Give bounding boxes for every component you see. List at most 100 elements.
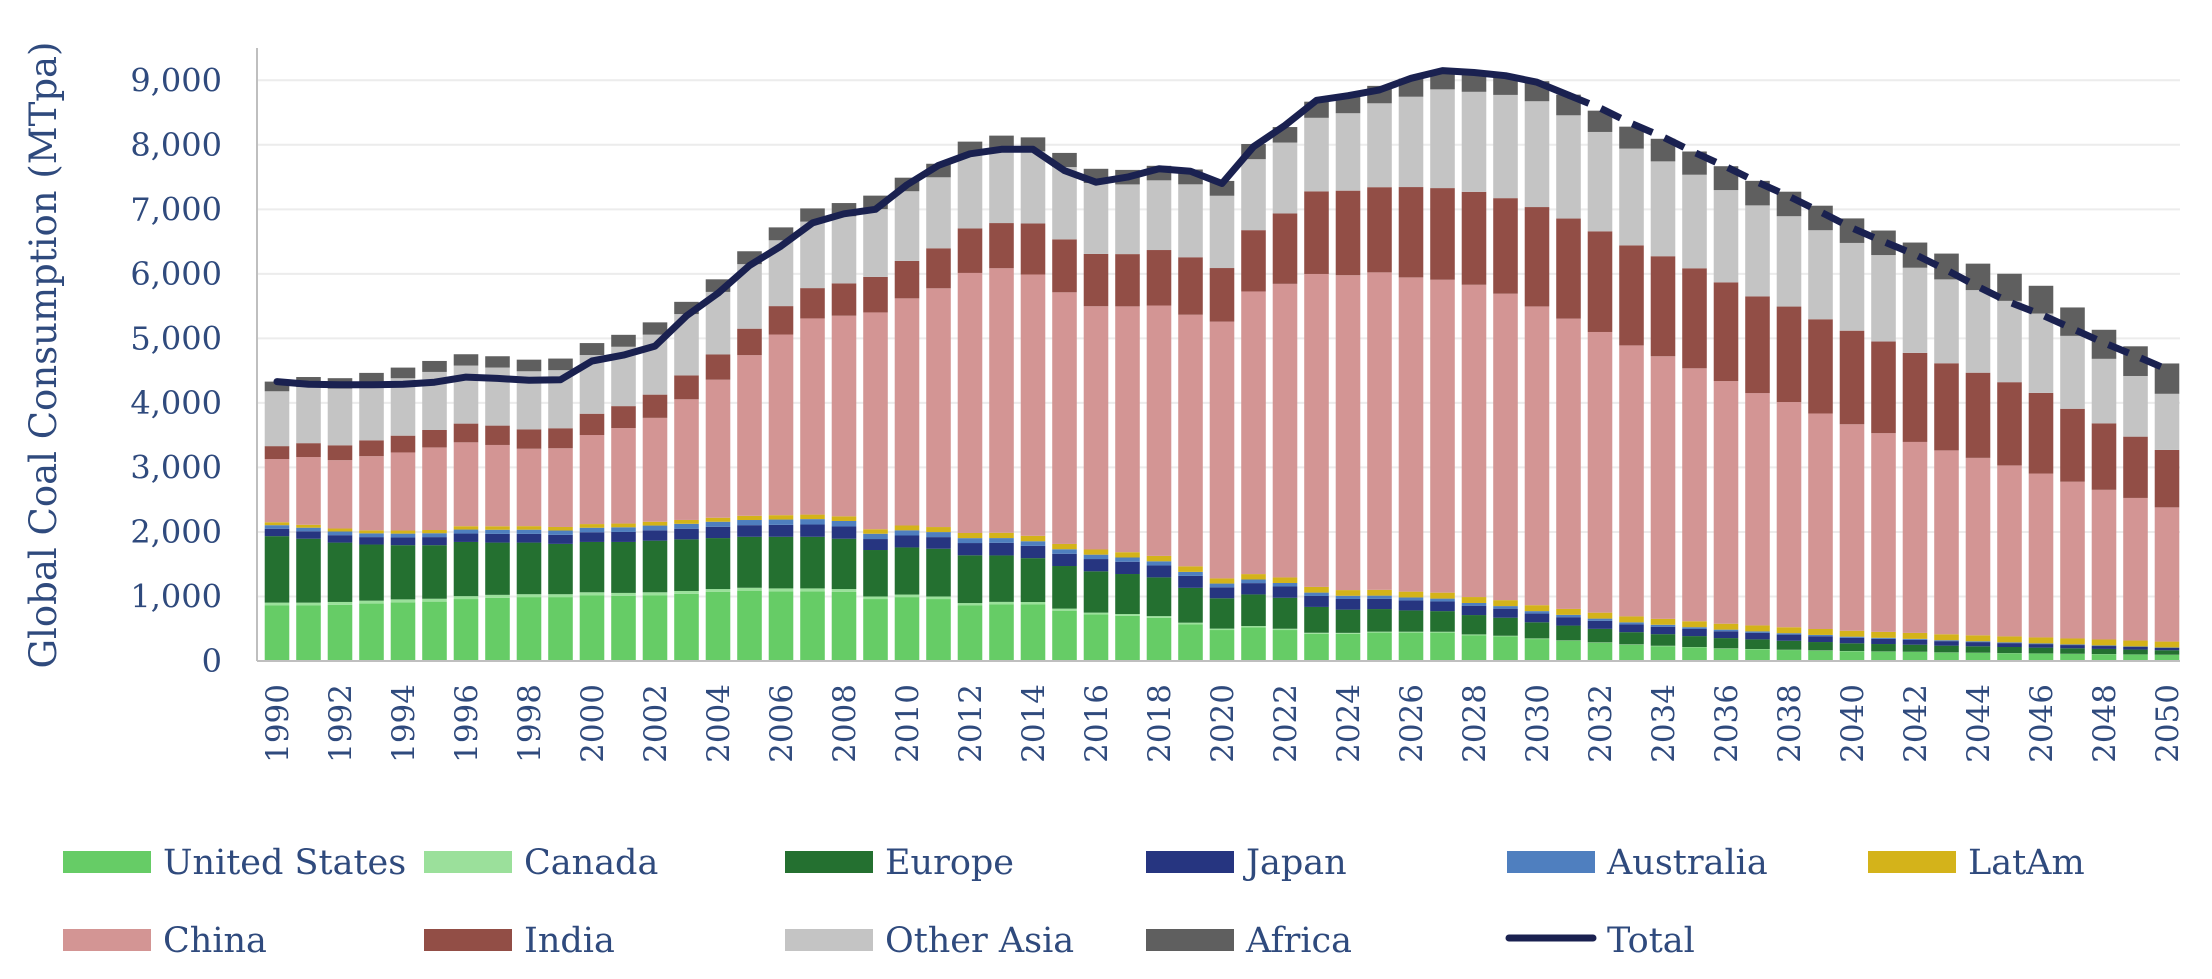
total-line-dashed [1567,91,2169,373]
bar-segment-china [264,459,290,523]
legend-label: India [524,921,615,961]
bar-segment-europe [894,547,920,595]
bar-segment-canada [800,588,825,592]
x-tick-label: 2014 [1016,684,1052,763]
bar-segment-australia [296,527,321,532]
bar-segment-india [1493,198,1518,294]
bar-segment-australia [1965,641,1991,643]
bar-segment-latam [1241,574,1266,580]
bar-segment-africa [1997,273,2022,301]
bar-segment-india [1587,231,1613,332]
bar-segment-australia [1052,549,1077,554]
bar-segment-india [1776,306,1802,403]
bar-stack-2024 [1335,96,1361,661]
bar-segment-china [1493,293,1518,601]
bar-segment-india [1524,207,1550,307]
bar-segment-other-asia [1808,230,1833,320]
legend-swatch [785,851,873,873]
bar-segment-europe [1052,566,1077,609]
bar-segment-australia [1524,611,1550,614]
bar-segment-africa [390,367,416,379]
y-tick-label: 5,000 [130,319,222,357]
bar-segment-japan [1241,583,1266,595]
bar-segment-united-states [1020,604,1046,661]
x-tick-label: 1998 [512,684,548,763]
bar-segment-united-states [989,604,1014,661]
bar-segment-latam [1556,608,1581,615]
bar-segment-united-states [642,595,668,661]
bar-segment-europe [1965,646,1991,653]
bar-segment-africa [579,343,605,356]
bar-segment-india [548,428,573,449]
x-tick-label: 2006 [764,684,800,763]
bar-segment-europe [800,536,825,589]
bar-segment-africa [642,322,668,335]
bar-segment-india [1178,257,1203,315]
bar-stack-2049 [2123,346,2148,661]
bar-stack-2050 [2154,363,2180,661]
bar-stack-2043 [1934,253,1959,661]
bar-segment-latam [453,526,479,530]
bar-segment-other-asia [1650,161,1676,257]
bar-segment-japan [327,535,353,543]
bar-segment-australia [1272,582,1298,587]
bar-stack-2020 [1209,180,1235,661]
bar-segment-china [1587,331,1613,613]
bar-segment-china [863,312,888,530]
bar-segment-europe [516,542,542,595]
bar-segment-africa [1587,110,1613,132]
bar-segment-united-states [737,590,762,661]
bar-segment-latam [642,521,668,526]
bar-segment-united-states [1965,652,1991,661]
bar-segment-india [2060,408,2085,482]
bar-segment-japan [1682,628,1707,637]
bar-segment-europe [1934,645,1959,653]
bar-segment-japan [1398,600,1424,611]
x-tick-label: 1996 [449,684,485,763]
legend-item-india: India [424,921,615,961]
bar-segment-other-asia [1052,167,1077,240]
legend-swatch [1507,851,1595,873]
bar-stack-2027 [1430,70,1455,661]
bar-stack-2031 [1556,94,1581,661]
bar-segment-united-states [264,605,290,661]
bar-segment-latam [768,515,794,520]
bar-segment-china [2123,497,2148,641]
bar-segment-canada [1241,626,1266,628]
bar-segment-canada [1556,640,1581,641]
bar-segment-united-states [1304,633,1329,661]
x-tick-label: 2016 [1079,684,1115,763]
bar-segment-canada [1146,616,1172,618]
y-tick-labels: 0 1,000 2,000 3,000 4,000 5,000 6,000 7,000 8,00… [130,61,222,680]
bar-segment-india [737,328,762,356]
bar-segment-united-states [1209,630,1235,661]
bar-segment-europe [1902,644,1928,652]
bar-segment-australia [1682,627,1707,629]
bar-segment-australia [1115,557,1140,562]
bar-segment-united-states [1650,646,1676,661]
bar-segment-australia [957,538,983,544]
bar-segment-india [327,445,353,461]
bar-segment-latam [831,516,857,521]
bar-segment-japan [422,537,447,546]
bar-segment-china [548,448,573,527]
bar-segment-canada [296,602,321,606]
bar-segment-china [1430,279,1455,593]
bar-segment-india [453,423,479,443]
bar-segment-japan [2154,647,2180,651]
bar-segment-latam [674,519,699,524]
bar-segment-china [1146,305,1172,556]
legend-swatch [424,929,512,951]
bar-segment-australia [1209,583,1235,588]
bar-segment-japan [1839,637,1865,644]
bar-stack-2022 [1272,127,1298,661]
bar-stack-2046 [2028,285,2054,661]
bar-segment-other-asia [1398,96,1424,188]
bar-stack-2008 [831,203,857,661]
bar-segment-canada [1115,614,1140,616]
bar-segment-india [2028,392,2054,474]
bar-segment-united-states [1430,632,1455,661]
bar-segment-europe [642,540,668,593]
bar-segment-europe [1524,622,1550,639]
bar-segment-other-asia [1146,180,1172,251]
